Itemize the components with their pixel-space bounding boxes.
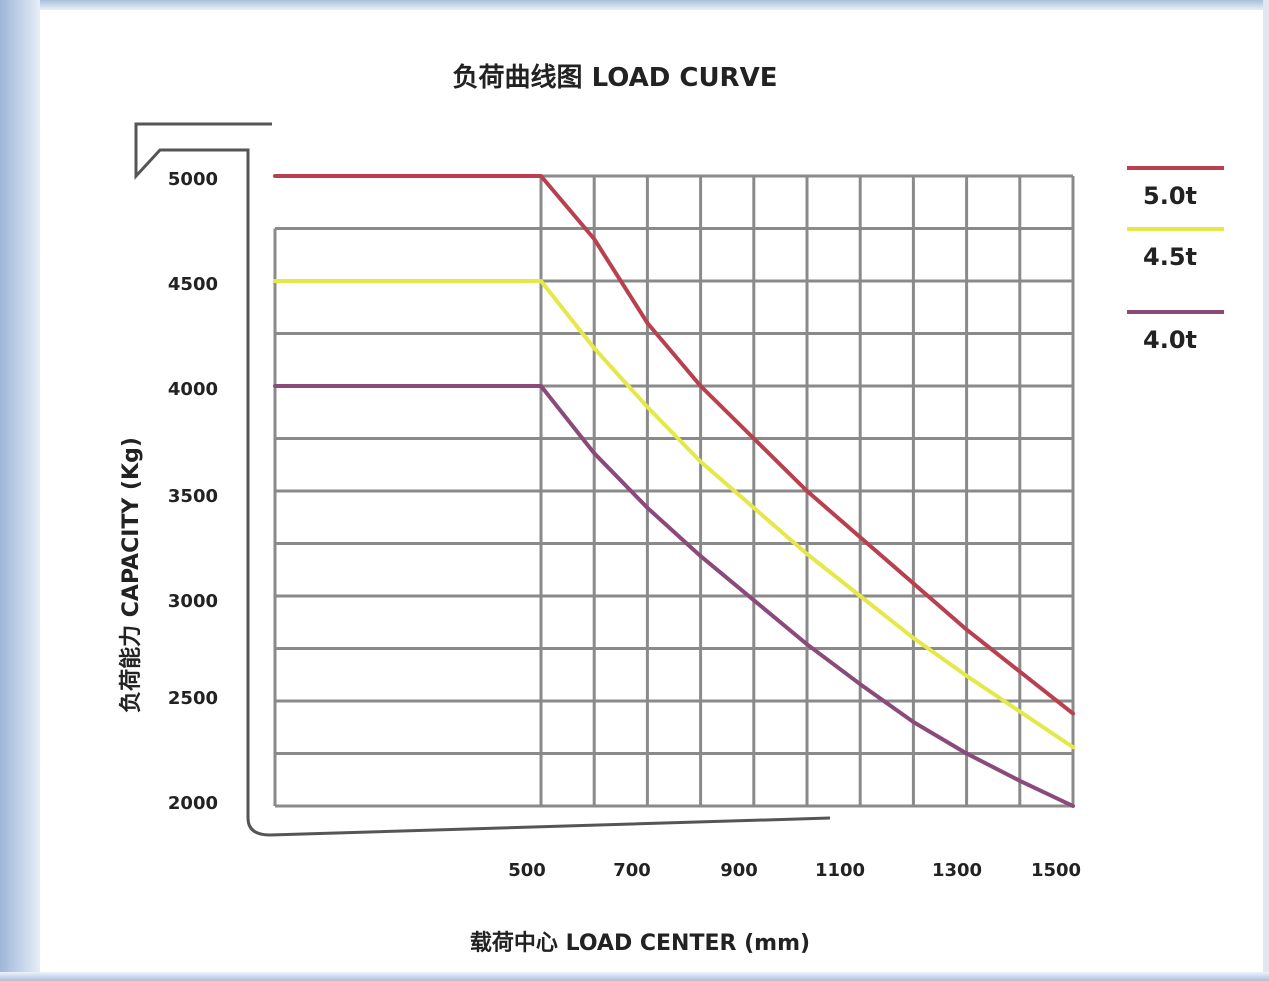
series-line-4-5t	[273, 279, 1075, 750]
series-line-4-0t	[273, 384, 1075, 808]
right-border	[1263, 0, 1269, 981]
series-lines	[273, 174, 1075, 808]
left-border	[0, 0, 40, 981]
chart-title: 负荷曲线图 LOAD CURVE	[453, 63, 778, 93]
x-tick-label: 900	[720, 860, 758, 881]
y-tick-label: 3000	[168, 591, 218, 612]
x-tick-labels: 500 700 900 1100 1300 1500	[508, 860, 1081, 881]
y-tick-label: 4500	[168, 274, 218, 295]
y-axis-label: 负荷能力 CAPACITY (Kg)	[118, 437, 144, 713]
y-tick-label: 5000	[168, 169, 218, 190]
bottom-border	[0, 972, 1269, 981]
axis-bracket	[134, 122, 831, 837]
x-tick-label: 1300	[932, 860, 982, 881]
y-tick-labels: 5000 4500 4000 3500 3000 2500 2000	[168, 169, 218, 814]
legend-label: 4.0t	[1143, 326, 1197, 354]
x-tick-label: 1500	[1031, 860, 1081, 881]
legend-label: 4.5t	[1143, 243, 1197, 271]
x-tick-label: 700	[613, 860, 651, 881]
grid	[273, 174, 1075, 808]
y-tick-label: 2500	[168, 688, 218, 709]
x-tick-label: 500	[508, 860, 546, 881]
legend: 5.0t 4.5t 4.0t	[1127, 166, 1224, 354]
top-border	[0, 0, 1269, 10]
legend-label: 5.0t	[1143, 182, 1197, 210]
series-line-5-0t	[273, 174, 1075, 716]
y-tick-label: 4000	[168, 379, 218, 400]
x-axis-label: 载荷中心 LOAD CENTER (mm)	[470, 930, 810, 956]
y-tick-label: 3500	[168, 486, 218, 507]
y-tick-label: 2000	[168, 793, 218, 814]
x-tick-label: 1100	[815, 860, 865, 881]
